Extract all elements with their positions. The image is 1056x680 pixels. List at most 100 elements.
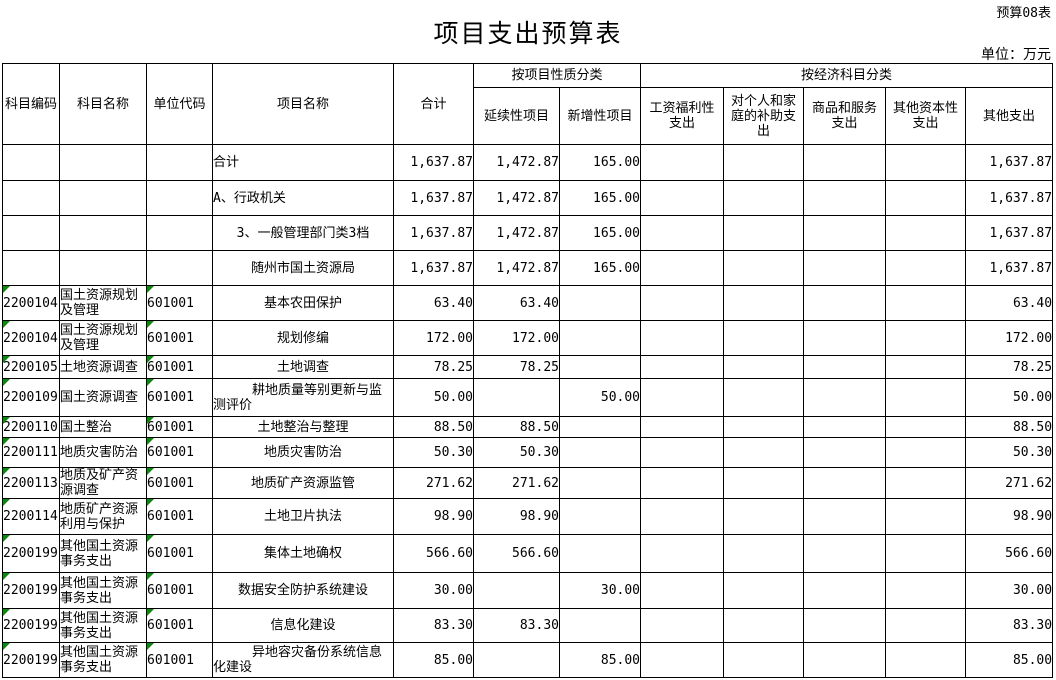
cell-wage: [640, 642, 725, 678]
cell-continuing: 98.90: [473, 498, 560, 535]
header-wage-welfare: 工资福利性 支出: [640, 87, 725, 145]
cell-text: 601001: [147, 652, 194, 668]
cell-subject-code: 2200199: [2, 608, 60, 643]
cell-family: [723, 572, 805, 609]
cell-subject-name: 地质及矿产资 源调查: [59, 467, 147, 499]
cell-subject-code: 2200109: [2, 378, 60, 417]
error-indicator-icon: [147, 438, 154, 445]
cell-subject-code: [2, 180, 60, 216]
cell-capital: [885, 534, 967, 573]
cell-family: [723, 467, 805, 499]
cell-total: 88.50: [393, 416, 474, 438]
cell-unit-code: 601001: [146, 467, 213, 499]
error-indicator-icon: [147, 573, 154, 580]
budget-table: 科目编码 科目名称 单位代码 项目名称 合计 按项目性质分类 按经济科目分类 延…: [2, 63, 1054, 678]
cell-wage: [640, 215, 725, 251]
cell-subject-code: [2, 144, 60, 181]
sheet-number-label: 预算08表: [996, 6, 1051, 21]
cell-wage: [640, 378, 725, 417]
cell-total: 1,637.87: [393, 250, 474, 286]
cell-continuing: 63.40: [473, 285, 560, 321]
cell-new: 165.00: [558, 215, 642, 251]
cell-text: 2200104: [3, 330, 58, 346]
cell-new: 30.00: [558, 572, 642, 609]
cell-project-name: 基本农田保护: [212, 285, 394, 321]
cell-wage: [640, 534, 725, 573]
header-other-expense: 其他支出: [965, 87, 1054, 145]
cell-text: 2200114: [3, 509, 58, 524]
header-label-row: 延续性项目 新增性项目 工资福利性 支出 对个人和家 庭的补助支 出 商品和服务…: [3, 87, 1054, 145]
cell-project-name: 集体土地确权: [212, 534, 394, 573]
cell-goods: [803, 250, 887, 286]
cell-capital: [885, 642, 967, 678]
cell-unit-code: 601001: [146, 437, 213, 468]
cell-text: 601001: [147, 509, 194, 524]
error-indicator-icon: [147, 321, 154, 328]
table-row: 2200199 其他国土资源 事务支出 601001 信息化建设 83.30 8…: [2, 608, 1054, 643]
cell-other: 98.90: [965, 498, 1054, 535]
cell-unit-code: 601001: [146, 378, 213, 417]
cell-continuing: 88.50: [473, 416, 560, 438]
header-other-capital: 其他资本性 支出: [885, 87, 967, 145]
cell-text: 2200111: [3, 445, 58, 460]
cell-total: 1,637.87: [393, 144, 474, 181]
cell-family: [723, 437, 805, 468]
cell-subject-code: 2200199: [2, 572, 60, 609]
cell-new: 85.00: [558, 642, 642, 678]
header-family-subsidy: 对个人和家 庭的补助支 出: [723, 87, 805, 145]
table-row: 2200104 国土资源规划 及管理 601001 规划修编 172.00 17…: [2, 320, 1054, 356]
cell-text: 601001: [147, 583, 194, 598]
cell-text: 601001: [147, 475, 194, 491]
cell-unit-code: 601001: [146, 498, 213, 535]
cell-project-name: 规划修编: [212, 320, 394, 356]
cell-new: [558, 320, 642, 356]
error-indicator-icon: [147, 643, 154, 650]
error-indicator-icon: [3, 643, 10, 650]
cell-continuing: 1,472.87: [473, 215, 560, 251]
cell-other: 172.00: [965, 320, 1054, 356]
error-indicator-icon: [147, 535, 154, 542]
cell-new: [558, 355, 642, 379]
cell-new: 165.00: [558, 180, 642, 216]
cell-goods: [803, 437, 887, 468]
cell-family: [723, 250, 805, 286]
cell-text: 601001: [147, 390, 194, 405]
cell-other: 50.00: [965, 378, 1054, 417]
cell-goods: [803, 285, 887, 321]
cell-subject-name: 国土资源规划 及管理: [59, 320, 147, 356]
cell-subject-name: 其他国土资源 事务支出: [59, 642, 147, 678]
cell-subject-code: 2200105: [2, 355, 60, 379]
cell-subject-code: [2, 250, 60, 286]
table-row: 2200104 国土资源规划 及管理 601001 基本农田保护 63.40 6…: [2, 285, 1054, 321]
error-indicator-icon: [147, 499, 154, 506]
cell-wage: [640, 416, 725, 438]
error-indicator-icon: [3, 438, 10, 445]
cell-project-name: 地质灾害防治: [212, 437, 394, 468]
cell-subject-name: 地质矿产资源 利用与保护: [59, 498, 147, 535]
cell-continuing: [473, 572, 560, 609]
error-indicator-icon: [3, 535, 10, 542]
cell-subject-name: [59, 144, 147, 181]
cell-total: 30.00: [393, 572, 474, 609]
table-row: 2200199 其他国土资源 事务支出 601001 异地容灾备份系统信息 化建…: [2, 642, 1054, 678]
header-goods-services: 商品和服务 支出: [803, 87, 887, 145]
cell-text: 601001: [147, 359, 194, 375]
cell-project-name: 异地容灾备份系统信息 化建设: [212, 642, 394, 678]
cell-text: 2200199: [3, 618, 58, 633]
error-indicator-icon: [147, 379, 154, 386]
cell-text: 2200105: [3, 359, 58, 375]
cell-capital: [885, 285, 967, 321]
cell-wage: [640, 285, 725, 321]
cell-subject-name: 国土整治: [59, 416, 147, 438]
cell-capital: [885, 467, 967, 499]
cell-total: 85.00: [393, 642, 474, 678]
cell-other: 566.60: [965, 534, 1054, 573]
cell-new: [558, 437, 642, 468]
cell-wage: [640, 467, 725, 499]
cell-capital: [885, 320, 967, 356]
table-row: 3、一般管理部门类3档 1,637.87 1,472.87 165.00 1,6…: [2, 215, 1054, 251]
cell-total: 83.30: [393, 608, 474, 643]
cell-other: 271.62: [965, 467, 1054, 499]
cell-capital: [885, 215, 967, 251]
cell-continuing: 50.30: [473, 437, 560, 468]
